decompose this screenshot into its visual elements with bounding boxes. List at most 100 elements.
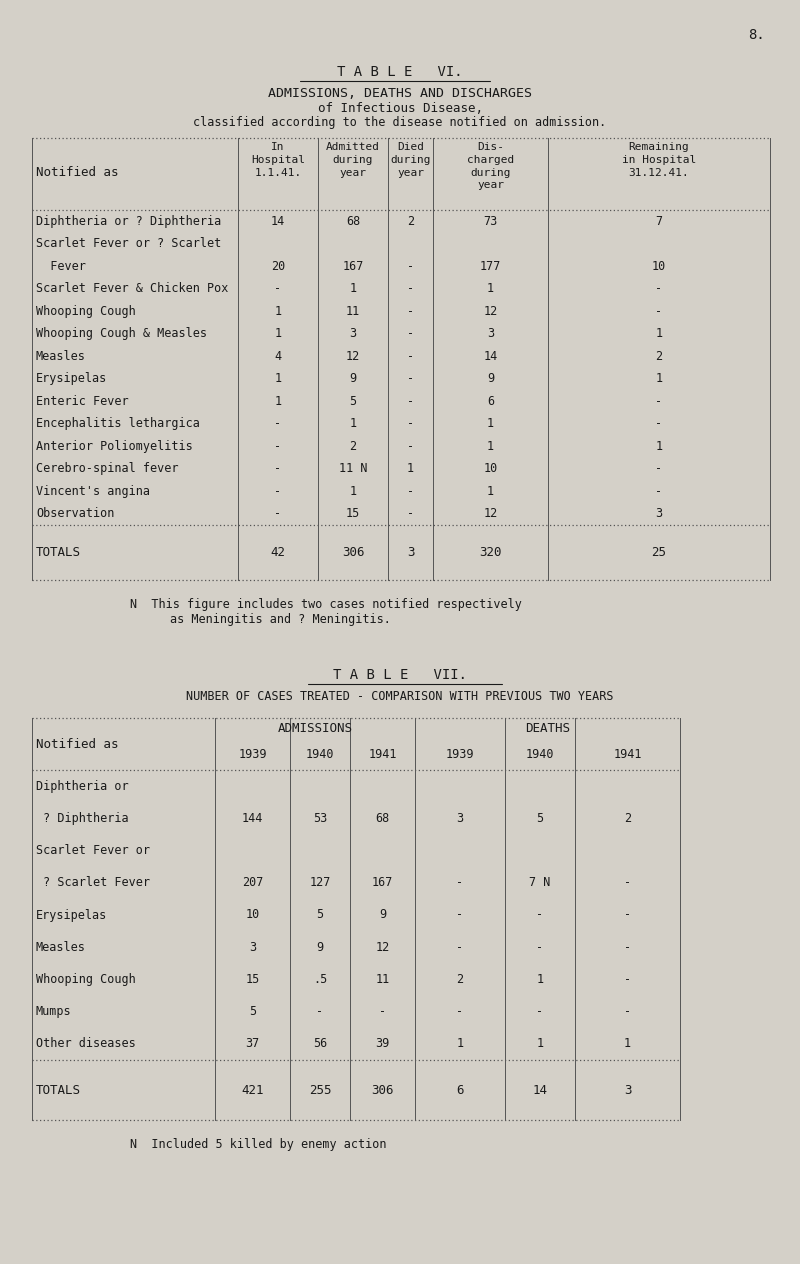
Text: -: - bbox=[457, 1005, 463, 1019]
Text: 1940: 1940 bbox=[306, 748, 334, 761]
Text: 1: 1 bbox=[274, 305, 282, 317]
Text: 1: 1 bbox=[274, 327, 282, 340]
Text: 207: 207 bbox=[242, 876, 263, 890]
Text: Mumps: Mumps bbox=[36, 1005, 72, 1019]
Text: -: - bbox=[274, 417, 282, 430]
Text: 1: 1 bbox=[655, 327, 662, 340]
Text: N  Included 5 killed by enemy action: N Included 5 killed by enemy action bbox=[130, 1138, 386, 1152]
Text: 1: 1 bbox=[407, 463, 414, 475]
Text: 20: 20 bbox=[271, 259, 285, 273]
Text: -: - bbox=[537, 940, 543, 954]
Text: -: - bbox=[407, 305, 414, 317]
Text: Notified as: Notified as bbox=[36, 737, 118, 751]
Text: -: - bbox=[274, 507, 282, 521]
Text: -: - bbox=[655, 485, 662, 498]
Text: N  This figure includes two cases notified respectively: N This figure includes two cases notifie… bbox=[130, 598, 522, 611]
Text: 1941: 1941 bbox=[614, 748, 642, 761]
Text: 1: 1 bbox=[537, 1038, 543, 1050]
Text: 2: 2 bbox=[407, 215, 414, 228]
Text: Erysipelas: Erysipelas bbox=[36, 909, 107, 921]
Text: Admitted
during
year: Admitted during year bbox=[326, 142, 380, 178]
Text: 25: 25 bbox=[651, 546, 666, 559]
Text: TOTALS: TOTALS bbox=[36, 546, 81, 559]
Text: 7 N: 7 N bbox=[530, 876, 550, 890]
Text: 167: 167 bbox=[372, 876, 393, 890]
Text: -: - bbox=[457, 909, 463, 921]
Text: TOTALS: TOTALS bbox=[36, 1083, 81, 1096]
Text: 14: 14 bbox=[483, 350, 498, 363]
Text: 4: 4 bbox=[274, 350, 282, 363]
Text: Anterior Poliomyelitis: Anterior Poliomyelitis bbox=[36, 440, 193, 453]
Text: 11: 11 bbox=[346, 305, 360, 317]
Text: -: - bbox=[655, 463, 662, 475]
Text: 1: 1 bbox=[655, 373, 662, 386]
Text: as Meningitis and ? Meningitis.: as Meningitis and ? Meningitis. bbox=[170, 613, 391, 626]
Text: of Infectious Disease,: of Infectious Disease, bbox=[318, 102, 482, 115]
Text: 6: 6 bbox=[456, 1083, 464, 1096]
Text: 306: 306 bbox=[342, 546, 364, 559]
Text: 3: 3 bbox=[406, 546, 414, 559]
Text: 42: 42 bbox=[270, 546, 286, 559]
Text: -: - bbox=[655, 282, 662, 296]
Text: Enteric Fever: Enteric Fever bbox=[36, 394, 129, 408]
Text: -: - bbox=[457, 940, 463, 954]
Text: 7: 7 bbox=[655, 215, 662, 228]
Text: 6: 6 bbox=[487, 394, 494, 408]
Text: .5: .5 bbox=[313, 973, 327, 986]
Text: 1: 1 bbox=[350, 282, 357, 296]
Text: Observation: Observation bbox=[36, 507, 114, 521]
Text: 1: 1 bbox=[487, 485, 494, 498]
Text: -: - bbox=[655, 394, 662, 408]
Text: 127: 127 bbox=[310, 876, 330, 890]
Text: 9: 9 bbox=[487, 373, 494, 386]
Text: 12: 12 bbox=[483, 305, 498, 317]
Text: Dis-
charged
during
year: Dis- charged during year bbox=[467, 142, 514, 191]
Text: 144: 144 bbox=[242, 811, 263, 825]
Text: Diphtheria or: Diphtheria or bbox=[36, 780, 129, 793]
Text: 56: 56 bbox=[313, 1038, 327, 1050]
Text: 53: 53 bbox=[313, 811, 327, 825]
Text: T A B L E   VII.: T A B L E VII. bbox=[333, 667, 467, 683]
Text: 9: 9 bbox=[379, 909, 386, 921]
Text: 15: 15 bbox=[346, 507, 360, 521]
Text: 11: 11 bbox=[375, 973, 390, 986]
Text: 1940: 1940 bbox=[526, 748, 554, 761]
Text: 3: 3 bbox=[487, 327, 494, 340]
Text: 177: 177 bbox=[480, 259, 501, 273]
Text: 10: 10 bbox=[652, 259, 666, 273]
Text: 3: 3 bbox=[655, 507, 662, 521]
Text: ADMISSIONS: ADMISSIONS bbox=[278, 722, 353, 734]
Text: -: - bbox=[274, 463, 282, 475]
Text: -: - bbox=[624, 973, 631, 986]
Text: 2: 2 bbox=[457, 973, 463, 986]
Text: T A B L E   VI.: T A B L E VI. bbox=[337, 64, 463, 78]
Text: Scarlet Fever or ? Scarlet: Scarlet Fever or ? Scarlet bbox=[36, 238, 222, 250]
Text: 10: 10 bbox=[483, 463, 498, 475]
Text: 1: 1 bbox=[487, 417, 494, 430]
Text: 1939: 1939 bbox=[446, 748, 474, 761]
Text: 3: 3 bbox=[350, 327, 357, 340]
Text: -: - bbox=[624, 940, 631, 954]
Text: 39: 39 bbox=[375, 1038, 390, 1050]
Text: 421: 421 bbox=[242, 1083, 264, 1096]
Text: 1: 1 bbox=[350, 417, 357, 430]
Text: -: - bbox=[407, 485, 414, 498]
Text: Measles: Measles bbox=[36, 940, 86, 954]
Text: -: - bbox=[655, 305, 662, 317]
Text: Erysipelas: Erysipelas bbox=[36, 373, 107, 386]
Text: 12: 12 bbox=[375, 940, 390, 954]
Text: -: - bbox=[407, 417, 414, 430]
Text: 12: 12 bbox=[483, 507, 498, 521]
Text: -: - bbox=[407, 507, 414, 521]
Text: 1: 1 bbox=[487, 282, 494, 296]
Text: -: - bbox=[274, 282, 282, 296]
Text: 306: 306 bbox=[371, 1083, 394, 1096]
Text: 15: 15 bbox=[246, 973, 260, 986]
Text: 1: 1 bbox=[655, 440, 662, 453]
Text: 5: 5 bbox=[317, 909, 323, 921]
Text: Whooping Cough: Whooping Cough bbox=[36, 305, 136, 317]
Text: 8.: 8. bbox=[748, 28, 765, 42]
Text: 1: 1 bbox=[537, 973, 543, 986]
Text: -: - bbox=[655, 417, 662, 430]
Text: 2: 2 bbox=[624, 811, 631, 825]
